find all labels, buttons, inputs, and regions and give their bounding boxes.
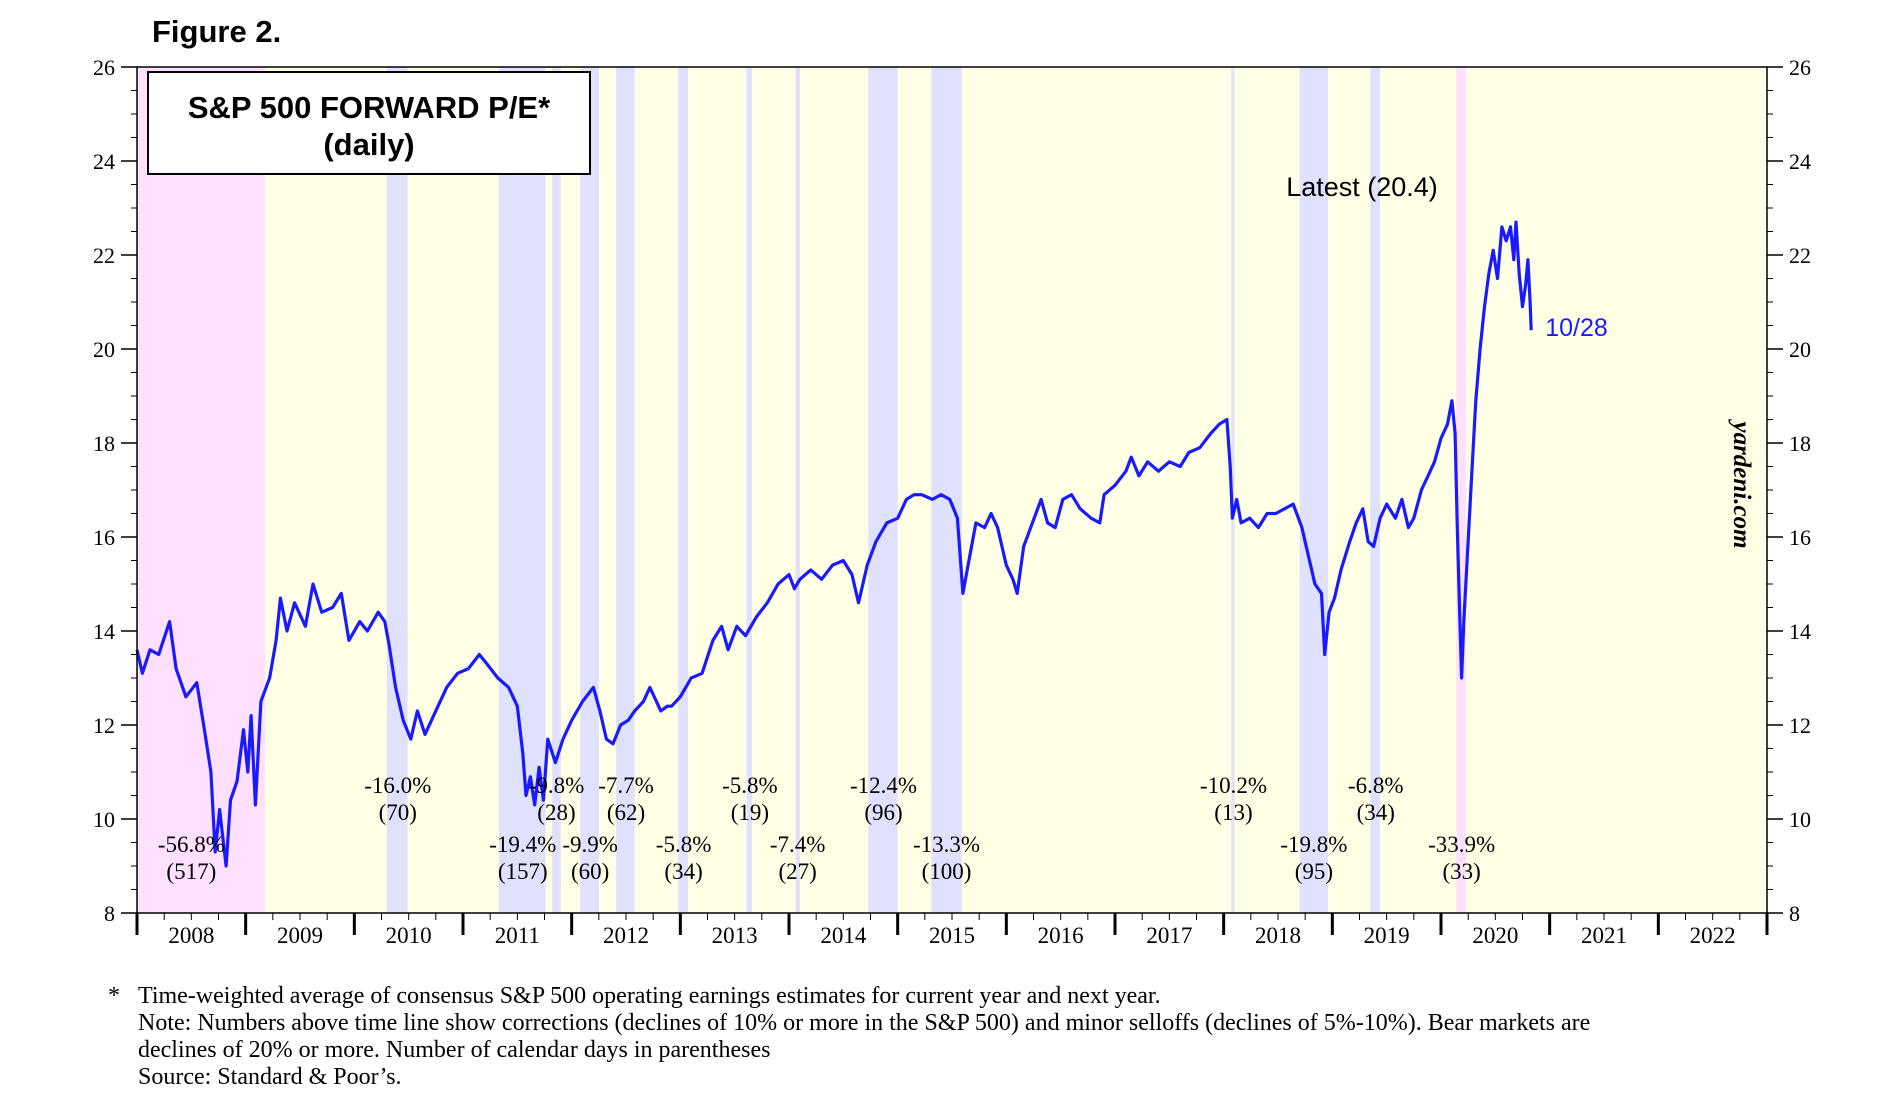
x-tick-label: 2014	[820, 923, 867, 948]
y-tick-label: 8	[104, 901, 115, 926]
y-tick-label: 26	[1789, 55, 1811, 80]
y-axis-right: 8 10 12 14 16 18 20 22 24 26	[1767, 55, 1811, 926]
y-tick-label: 14	[1789, 619, 1811, 644]
y-tick-label: 10	[93, 807, 115, 832]
correction-shade	[1231, 67, 1235, 913]
annotation-days: (157)	[498, 859, 548, 884]
annotation-pct: -19.4%	[489, 832, 556, 857]
pe-series-line	[135, 220, 1533, 868]
footnote-marker: *	[108, 983, 120, 1009]
y-tick-label: 14	[93, 619, 115, 644]
footnote-line: Source: Standard & Poor’s.	[138, 1064, 402, 1090]
annotation-pct: -5.8%	[722, 773, 778, 798]
annotation-pct: -7.4%	[770, 832, 826, 857]
x-tick-label: 2008	[168, 923, 214, 948]
annotation-pct: -33.9%	[1428, 832, 1495, 857]
last-date-label: 10/28	[1545, 314, 1608, 342]
correction-shade	[678, 67, 688, 913]
y-tick-label: 22	[1789, 243, 1811, 268]
chart-title: S&P 500 FORWARD P/E*	[188, 90, 551, 125]
y-axis-left: 8 10 12 14 16 18 20 22 24 26	[93, 55, 137, 926]
bear-market-shade	[137, 67, 266, 913]
annotation-pct: -5.8%	[656, 832, 712, 857]
y-tick-label: 18	[93, 431, 115, 456]
y-tick-label: 26	[93, 55, 115, 80]
annotation-days: (27)	[779, 859, 817, 884]
annotation-days: (33)	[1442, 859, 1480, 884]
annotation-days: (34)	[1357, 800, 1395, 825]
minor-ticks	[131, 90, 1773, 890]
watermark: yardeni.com	[1728, 418, 1755, 548]
figure-label: Figure 2.	[152, 14, 282, 49]
correction-shade	[931, 67, 962, 913]
annotation-days: (28)	[537, 800, 575, 825]
y-tick-label: 18	[1789, 431, 1811, 456]
annotation-days: (62)	[607, 800, 645, 825]
footnote-line: declines of 20% or more. Number of calen…	[138, 1037, 771, 1063]
y-tick-label: 20	[1789, 337, 1811, 362]
x-tick-label: 2012	[603, 923, 649, 948]
footnote-line: Time-weighted average of consensus S&P 5…	[138, 983, 1161, 1009]
annotation-days: (60)	[571, 859, 609, 884]
x-tick-label: 2011	[495, 923, 540, 948]
x-axis: 2008 2009 2010 2011 2012 2013 2014 2015 2016 2017…	[135, 913, 1769, 948]
correction-shade	[552, 67, 561, 913]
correction-shade	[1370, 67, 1381, 913]
x-tick-label: 2020	[1472, 923, 1518, 948]
annotation-pct: -16.0%	[364, 773, 431, 798]
y-tick-label: 16	[1789, 525, 1811, 550]
correction-annotations: -56.8%(517) -16.0%(70) -19.4%(157) -9.8%(28…	[158, 773, 1495, 884]
annotation-pct: -6.8%	[1348, 773, 1404, 798]
bear-market-shade	[1456, 67, 1466, 913]
x-tick-label: 2016	[1038, 923, 1084, 948]
annotation-days: (96)	[864, 800, 902, 825]
x-tick-label: 2018	[1255, 923, 1301, 948]
chart-subtitle: (daily)	[323, 127, 414, 162]
x-tick-label: 2015	[929, 923, 975, 948]
x-tick-label: 2009	[277, 923, 323, 948]
correction-shade	[746, 67, 753, 913]
correction-shade	[795, 67, 800, 913]
y-tick-label: 12	[93, 713, 115, 738]
x-tick-label: 2013	[712, 923, 758, 948]
y-tick-label: 10	[1789, 807, 1811, 832]
annotation-pct: -19.8%	[1280, 832, 1347, 857]
annotation-pct: -9.9%	[562, 832, 618, 857]
y-tick-label: 16	[93, 525, 115, 550]
annotation-days: (34)	[664, 859, 702, 884]
y-tick-label: 22	[93, 243, 115, 268]
x-tick-label: 2022	[1690, 923, 1736, 948]
y-tick-label: 24	[93, 149, 115, 174]
annotation-pct: -56.8%	[158, 832, 225, 857]
footnote-line: Note: Numbers above time line show corre…	[138, 1010, 1591, 1036]
x-tick-label: 2017	[1146, 923, 1192, 948]
annotation-pct: -9.8%	[529, 773, 585, 798]
correction-shade	[868, 67, 898, 913]
annotation-days: (517)	[166, 859, 216, 884]
correction-shade	[616, 67, 635, 913]
annotation-pct: -7.7%	[598, 773, 654, 798]
latest-value-label: Latest (20.4)	[1286, 172, 1438, 202]
x-tick-label: 2021	[1581, 923, 1627, 948]
annotation-days: (19)	[731, 800, 769, 825]
correction-shade	[580, 67, 599, 913]
y-tick-label: 20	[93, 337, 115, 362]
correction-shade	[1299, 67, 1328, 913]
y-tick-label: 8	[1789, 901, 1800, 926]
y-tick-label: 24	[1789, 149, 1811, 174]
annotation-pct: -10.2%	[1200, 773, 1267, 798]
footnotes: * Time-weighted average of consensus S&P…	[108, 983, 1848, 1091]
y-tick-label: 12	[1789, 713, 1811, 738]
correction-shade	[386, 67, 408, 913]
annotation-pct: -12.4%	[850, 773, 917, 798]
annotation-pct: -13.3%	[913, 832, 980, 857]
annotation-days: (100)	[922, 859, 972, 884]
x-tick-label: 2019	[1364, 923, 1410, 948]
annotation-days: (13)	[1214, 800, 1252, 825]
x-tick-label: 2010	[386, 923, 432, 948]
chart-title-box: S&P 500 FORWARD P/E* (daily)	[147, 71, 591, 175]
annotation-days: (95)	[1295, 859, 1333, 884]
annotation-days: (70)	[379, 800, 417, 825]
